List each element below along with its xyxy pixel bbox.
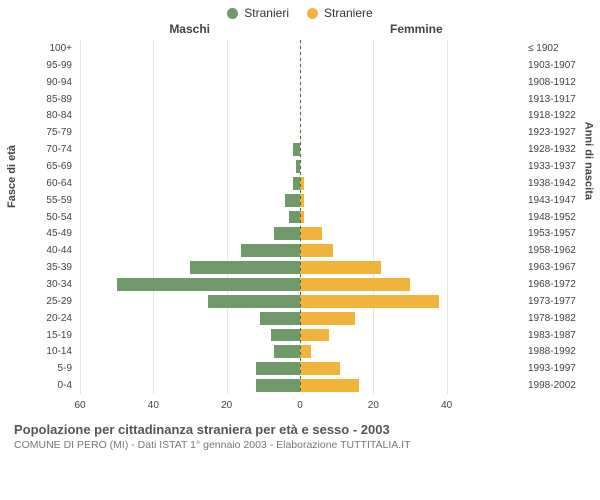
age-label: 0-4 <box>20 377 76 394</box>
birth-label: 1943-1947 <box>524 192 580 209</box>
pyramid-chart: Fasce di età Anni di nascita 100+95-9990… <box>20 40 580 420</box>
x-tick: 40 <box>441 400 452 411</box>
bar-male <box>285 194 300 207</box>
birth-label: 1913-1917 <box>524 91 580 108</box>
bar-male <box>271 329 300 342</box>
age-label: 50-54 <box>20 209 76 226</box>
bar-male <box>293 177 300 190</box>
legend-label-female: Straniere <box>324 6 373 20</box>
birth-label: 1903-1907 <box>524 57 580 74</box>
chart-subtitle: COMUNE DI PERO (MI) - Dati ISTAT 1° genn… <box>14 439 586 451</box>
bar-female <box>300 261 381 274</box>
chart-footer: Popolazione per cittadinanza straniera p… <box>0 420 600 451</box>
y-labels-birth: ≤ 19021903-19071908-19121913-19171918-19… <box>524 40 580 394</box>
bar-female <box>300 227 322 240</box>
plot-area <box>80 40 520 394</box>
age-label: 20-24 <box>20 310 76 327</box>
age-label: 65-69 <box>20 158 76 175</box>
birth-label: 1928-1932 <box>524 141 580 158</box>
chart-title: Popolazione per cittadinanza straniera p… <box>14 422 586 437</box>
age-label: 55-59 <box>20 192 76 209</box>
birth-label: ≤ 1902 <box>524 40 580 57</box>
bar-male <box>117 278 300 291</box>
age-label: 95-99 <box>20 57 76 74</box>
legend-item-female: Straniere <box>307 6 373 20</box>
age-label: 40-44 <box>20 242 76 259</box>
birth-label: 1908-1912 <box>524 74 580 91</box>
birth-label: 1968-1972 <box>524 276 580 293</box>
bar-male <box>208 295 300 308</box>
bar-female <box>300 295 439 308</box>
age-label: 15-19 <box>20 327 76 344</box>
age-label: 70-74 <box>20 141 76 158</box>
bar-male <box>190 261 300 274</box>
birth-label: 1963-1967 <box>524 259 580 276</box>
birth-label: 1918-1922 <box>524 107 580 124</box>
bar-female <box>300 278 410 291</box>
x-tick: 20 <box>368 400 379 411</box>
birth-label: 1958-1962 <box>524 242 580 259</box>
birth-label: 1953-1957 <box>524 225 580 242</box>
x-tick: 0 <box>297 400 303 411</box>
center-axis-line <box>300 40 301 394</box>
header-female: Femmine <box>390 22 443 36</box>
age-label: 10-14 <box>20 343 76 360</box>
x-tick: 20 <box>221 400 232 411</box>
birth-label: 1998-2002 <box>524 377 580 394</box>
bar-male <box>256 362 300 375</box>
bar-male <box>274 345 300 358</box>
birth-label: 1948-1952 <box>524 209 580 226</box>
legend: Stranieri Straniere <box>0 0 600 22</box>
age-label: 5-9 <box>20 360 76 377</box>
age-label: 45-49 <box>20 225 76 242</box>
bar-female <box>300 379 359 392</box>
birth-label: 1938-1942 <box>524 175 580 192</box>
bar-male <box>256 379 300 392</box>
legend-item-male: Stranieri <box>227 6 289 20</box>
age-label: 80-84 <box>20 107 76 124</box>
bar-male <box>260 312 300 325</box>
age-label: 35-39 <box>20 259 76 276</box>
x-axis: 60402002040 <box>80 398 520 420</box>
bar-female <box>300 345 311 358</box>
y-labels-age: 100+95-9990-9485-8980-8475-7970-7465-696… <box>20 40 76 394</box>
birth-label: 1983-1987 <box>524 327 580 344</box>
birth-label: 1978-1982 <box>524 310 580 327</box>
bar-male <box>241 244 300 257</box>
age-label: 30-34 <box>20 276 76 293</box>
birth-label: 1933-1937 <box>524 158 580 175</box>
age-label: 100+ <box>20 40 76 57</box>
age-label: 90-94 <box>20 74 76 91</box>
age-label: 85-89 <box>20 91 76 108</box>
bar-female <box>300 244 333 257</box>
bar-male <box>289 211 300 224</box>
x-tick: 40 <box>148 400 159 411</box>
y-axis-title-right: Anni di nascita <box>582 122 594 200</box>
birth-label: 1923-1927 <box>524 124 580 141</box>
header-male: Maschi <box>169 22 210 36</box>
age-label: 75-79 <box>20 124 76 141</box>
age-label: 25-29 <box>20 293 76 310</box>
bar-female <box>300 362 340 375</box>
birth-label: 1993-1997 <box>524 360 580 377</box>
y-axis-title-left: Fasce di età <box>6 145 18 208</box>
bar-female <box>300 312 355 325</box>
legend-label-male: Stranieri <box>244 6 289 20</box>
bar-male <box>274 227 300 240</box>
bar-male <box>293 143 300 156</box>
bar-female <box>300 329 329 342</box>
column-headers: Maschi Femmine <box>0 22 600 40</box>
birth-label: 1988-1992 <box>524 343 580 360</box>
legend-swatch-female <box>307 8 318 19</box>
birth-label: 1973-1977 <box>524 293 580 310</box>
age-label: 60-64 <box>20 175 76 192</box>
legend-swatch-male <box>227 8 238 19</box>
x-tick: 60 <box>74 400 85 411</box>
